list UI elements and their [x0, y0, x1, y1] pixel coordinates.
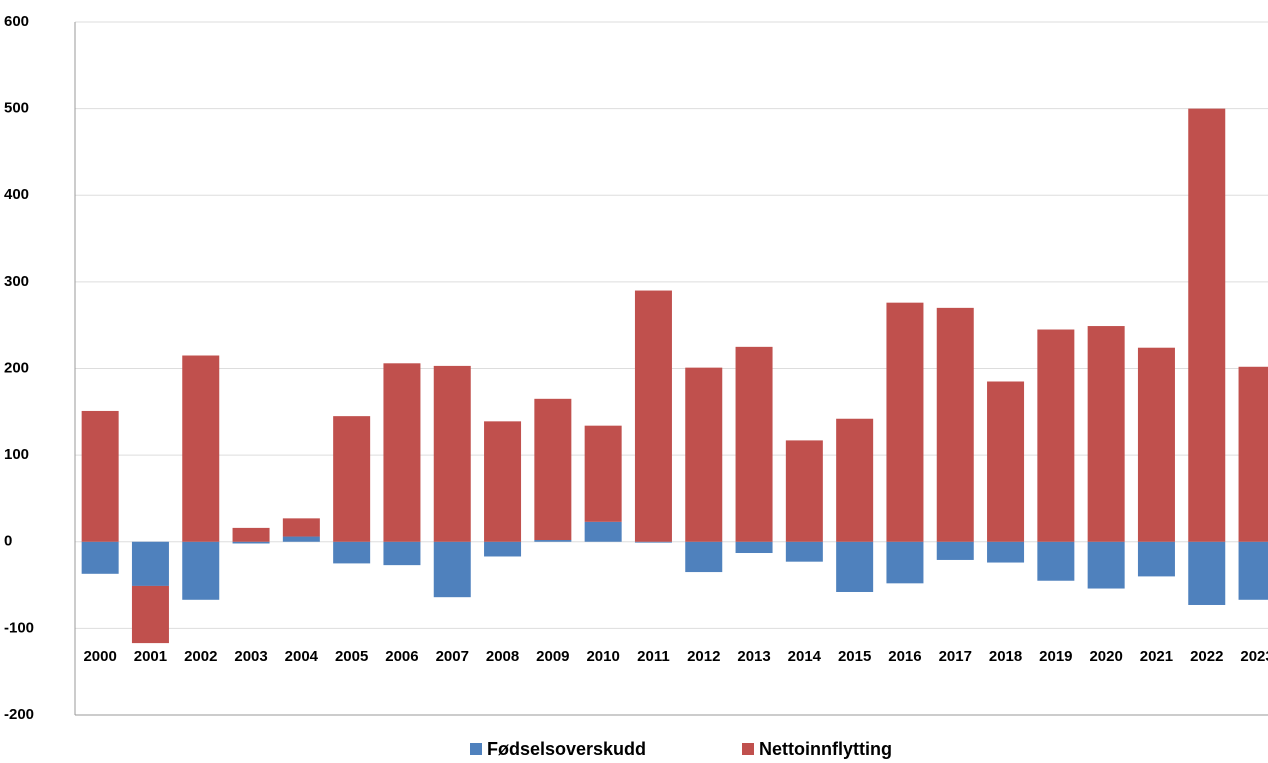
x-tick-label: 2002: [184, 648, 217, 665]
bar: [584, 425, 622, 522]
bar: [81, 410, 119, 542]
x-tick-label: 2019: [1039, 648, 1072, 665]
x-tick-label: 2023: [1240, 648, 1268, 665]
bar: [1188, 108, 1226, 542]
y-tick-label: 600: [4, 13, 29, 30]
bar: [1238, 541, 1268, 600]
x-tick-label: 2001: [134, 648, 167, 665]
y-tick-label: 200: [4, 359, 29, 376]
bar: [1037, 329, 1075, 542]
bar: [634, 290, 672, 542]
x-tick-label: 2003: [234, 648, 267, 665]
bar: [282, 518, 320, 537]
bar: [534, 398, 572, 541]
bar: [182, 355, 220, 542]
x-tick-label: 2014: [788, 648, 822, 665]
bar: [232, 527, 270, 542]
bar: [634, 541, 672, 543]
y-tick-label: 500: [4, 100, 29, 117]
x-tick-label: 2011: [637, 648, 670, 665]
bar: [735, 346, 773, 542]
y-tick-label: -200: [4, 706, 34, 723]
bar: [433, 541, 471, 598]
x-tick-label: 2005: [335, 648, 368, 665]
x-tick-label: 2006: [385, 648, 418, 665]
x-tick-label: 2016: [888, 648, 921, 665]
bar: [1087, 541, 1125, 589]
bar: [1137, 347, 1175, 542]
bar: [936, 541, 974, 560]
bar: [383, 541, 421, 566]
bar: [232, 541, 270, 544]
bar: [886, 302, 924, 542]
bar: [685, 367, 723, 542]
bar: [534, 540, 572, 542]
x-tick-label: 2018: [989, 648, 1022, 665]
x-tick-label: 2013: [737, 648, 770, 665]
bar: [1238, 366, 1268, 542]
y-tick-label: -100: [4, 619, 34, 636]
bar: [836, 541, 874, 592]
bar: [333, 416, 371, 542]
bar: [1087, 326, 1125, 542]
bar: [886, 541, 924, 584]
bar: [81, 541, 119, 574]
bar: [433, 365, 471, 542]
x-tick-label: 2021: [1140, 648, 1173, 665]
bar: [383, 363, 421, 542]
bar: [1188, 541, 1226, 605]
x-tick-label: 2008: [486, 648, 519, 665]
bar: [987, 541, 1025, 563]
y-tick-label: 300: [4, 273, 29, 290]
bar: [584, 521, 622, 542]
bar: [1037, 541, 1075, 581]
bar: [484, 421, 522, 542]
bar: [936, 307, 974, 542]
legend-swatch: [742, 743, 754, 755]
x-tick-label: 2012: [687, 648, 720, 665]
bar: [836, 418, 874, 542]
bar: [1137, 541, 1175, 577]
x-tick-label: 2007: [436, 648, 469, 665]
bar: [131, 541, 169, 586]
y-tick-label: 100: [4, 446, 29, 463]
legend-label: Fødselsoverskudd: [487, 739, 646, 759]
x-tick-label: 2010: [586, 648, 619, 665]
y-tick-label: 400: [4, 186, 29, 203]
bar: [785, 440, 823, 542]
bar: [785, 541, 823, 562]
x-tick-label: 2004: [285, 648, 319, 665]
bar: [685, 541, 723, 573]
bar: [333, 541, 371, 564]
x-tick-label: 2000: [83, 648, 116, 665]
bar: [484, 541, 522, 557]
legend-swatch: [470, 743, 482, 755]
bar: [282, 536, 320, 542]
legend-label: Nettoinnflytting: [759, 739, 892, 759]
bar: [182, 541, 220, 600]
y-tick-label: 0: [4, 533, 12, 550]
bar: [131, 585, 169, 644]
bar: [735, 541, 773, 554]
bar: [987, 381, 1025, 542]
x-tick-label: 2015: [838, 648, 871, 665]
x-tick-label: 2009: [536, 648, 569, 665]
x-tick-label: 2017: [939, 648, 972, 665]
x-tick-label: 2020: [1089, 648, 1122, 665]
x-tick-label: 2022: [1190, 648, 1223, 665]
